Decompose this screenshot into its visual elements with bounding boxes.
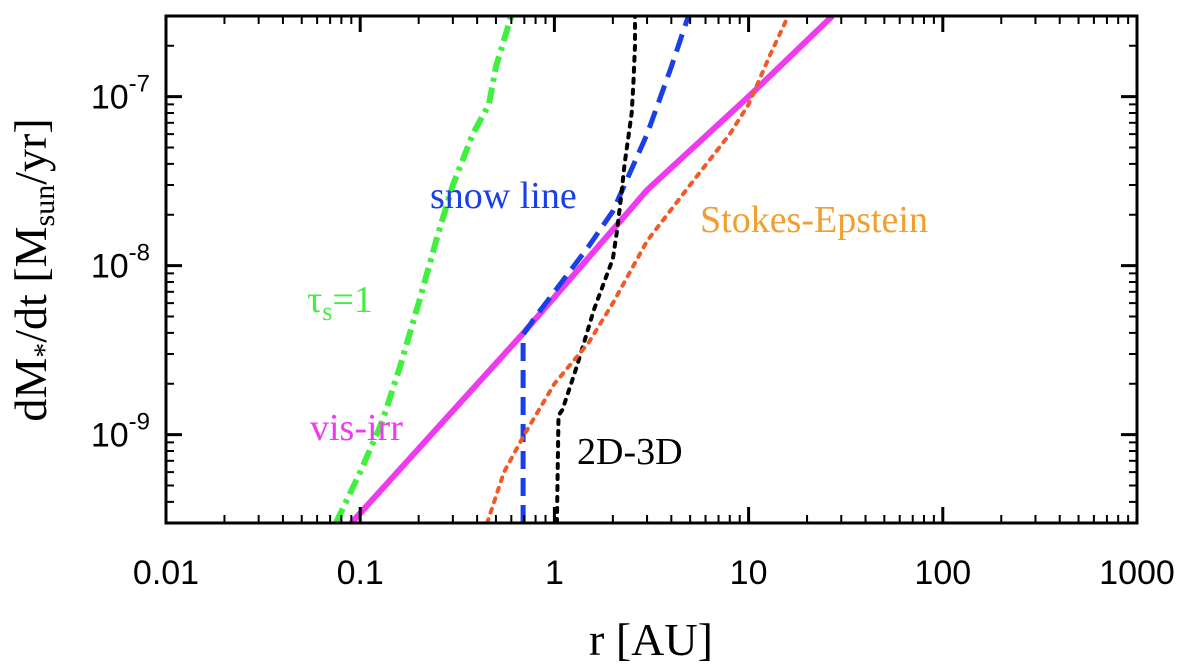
y-axis-title-part-2: * — [28, 343, 61, 358]
x-tick-label: 100 — [914, 554, 971, 592]
series-line-3-2d-3d — [554, 16, 637, 523]
y-axis-title: dM*/dt [Msun/yr] — [5, 118, 61, 421]
label-layer: 0.01 0.1 1 10 100 1000 10-9 10-8 10-7 — [91, 71, 1175, 592]
annotation-stokes-epstein: Stokes-Epstein — [700, 199, 928, 241]
annotation-tau-sub: s — [322, 297, 332, 326]
y-axis-title-part-3: /dt [M — [5, 226, 56, 342]
y-axis-title-part-5: /yr] — [5, 118, 56, 184]
x-tick-label: 10 — [730, 554, 768, 592]
series-layer — [333, 16, 835, 523]
y-tick-label: 10-9 — [91, 409, 150, 455]
y-axis-title-part-1: dM — [5, 358, 56, 422]
series-line-2-snow-line — [520, 16, 691, 523]
x-tick-label: 1000 — [1099, 554, 1175, 592]
annotation-tau-rest: =1 — [332, 279, 372, 321]
x-tick-label: 1 — [545, 554, 564, 592]
x-tick-label: 0.01 — [133, 554, 199, 592]
series-line-5-s-1 — [333, 16, 515, 523]
annotation-tau-s: τs=1 — [307, 279, 373, 326]
annotation-tau-main: τ — [307, 279, 322, 321]
y-tick-label: 10-7 — [91, 71, 150, 117]
annotation-vis-irr: vis-irr — [310, 407, 403, 449]
series-line-4-stokes-epstein — [485, 16, 791, 523]
y-axis-title-part-4: sun — [28, 185, 61, 227]
plot-frame — [164, 14, 1139, 525]
x-tick-label: 0.1 — [337, 554, 384, 592]
tick-layer — [164, 16, 1139, 523]
x-axis-title: r [AU] — [589, 614, 713, 665]
annotation-snow-line: snow line — [430, 175, 577, 217]
series-line-1-vis-irr — [349, 16, 835, 523]
y-tick-label: 10-8 — [91, 240, 150, 286]
annotation-2d-3d: 2D-3D — [577, 431, 683, 473]
